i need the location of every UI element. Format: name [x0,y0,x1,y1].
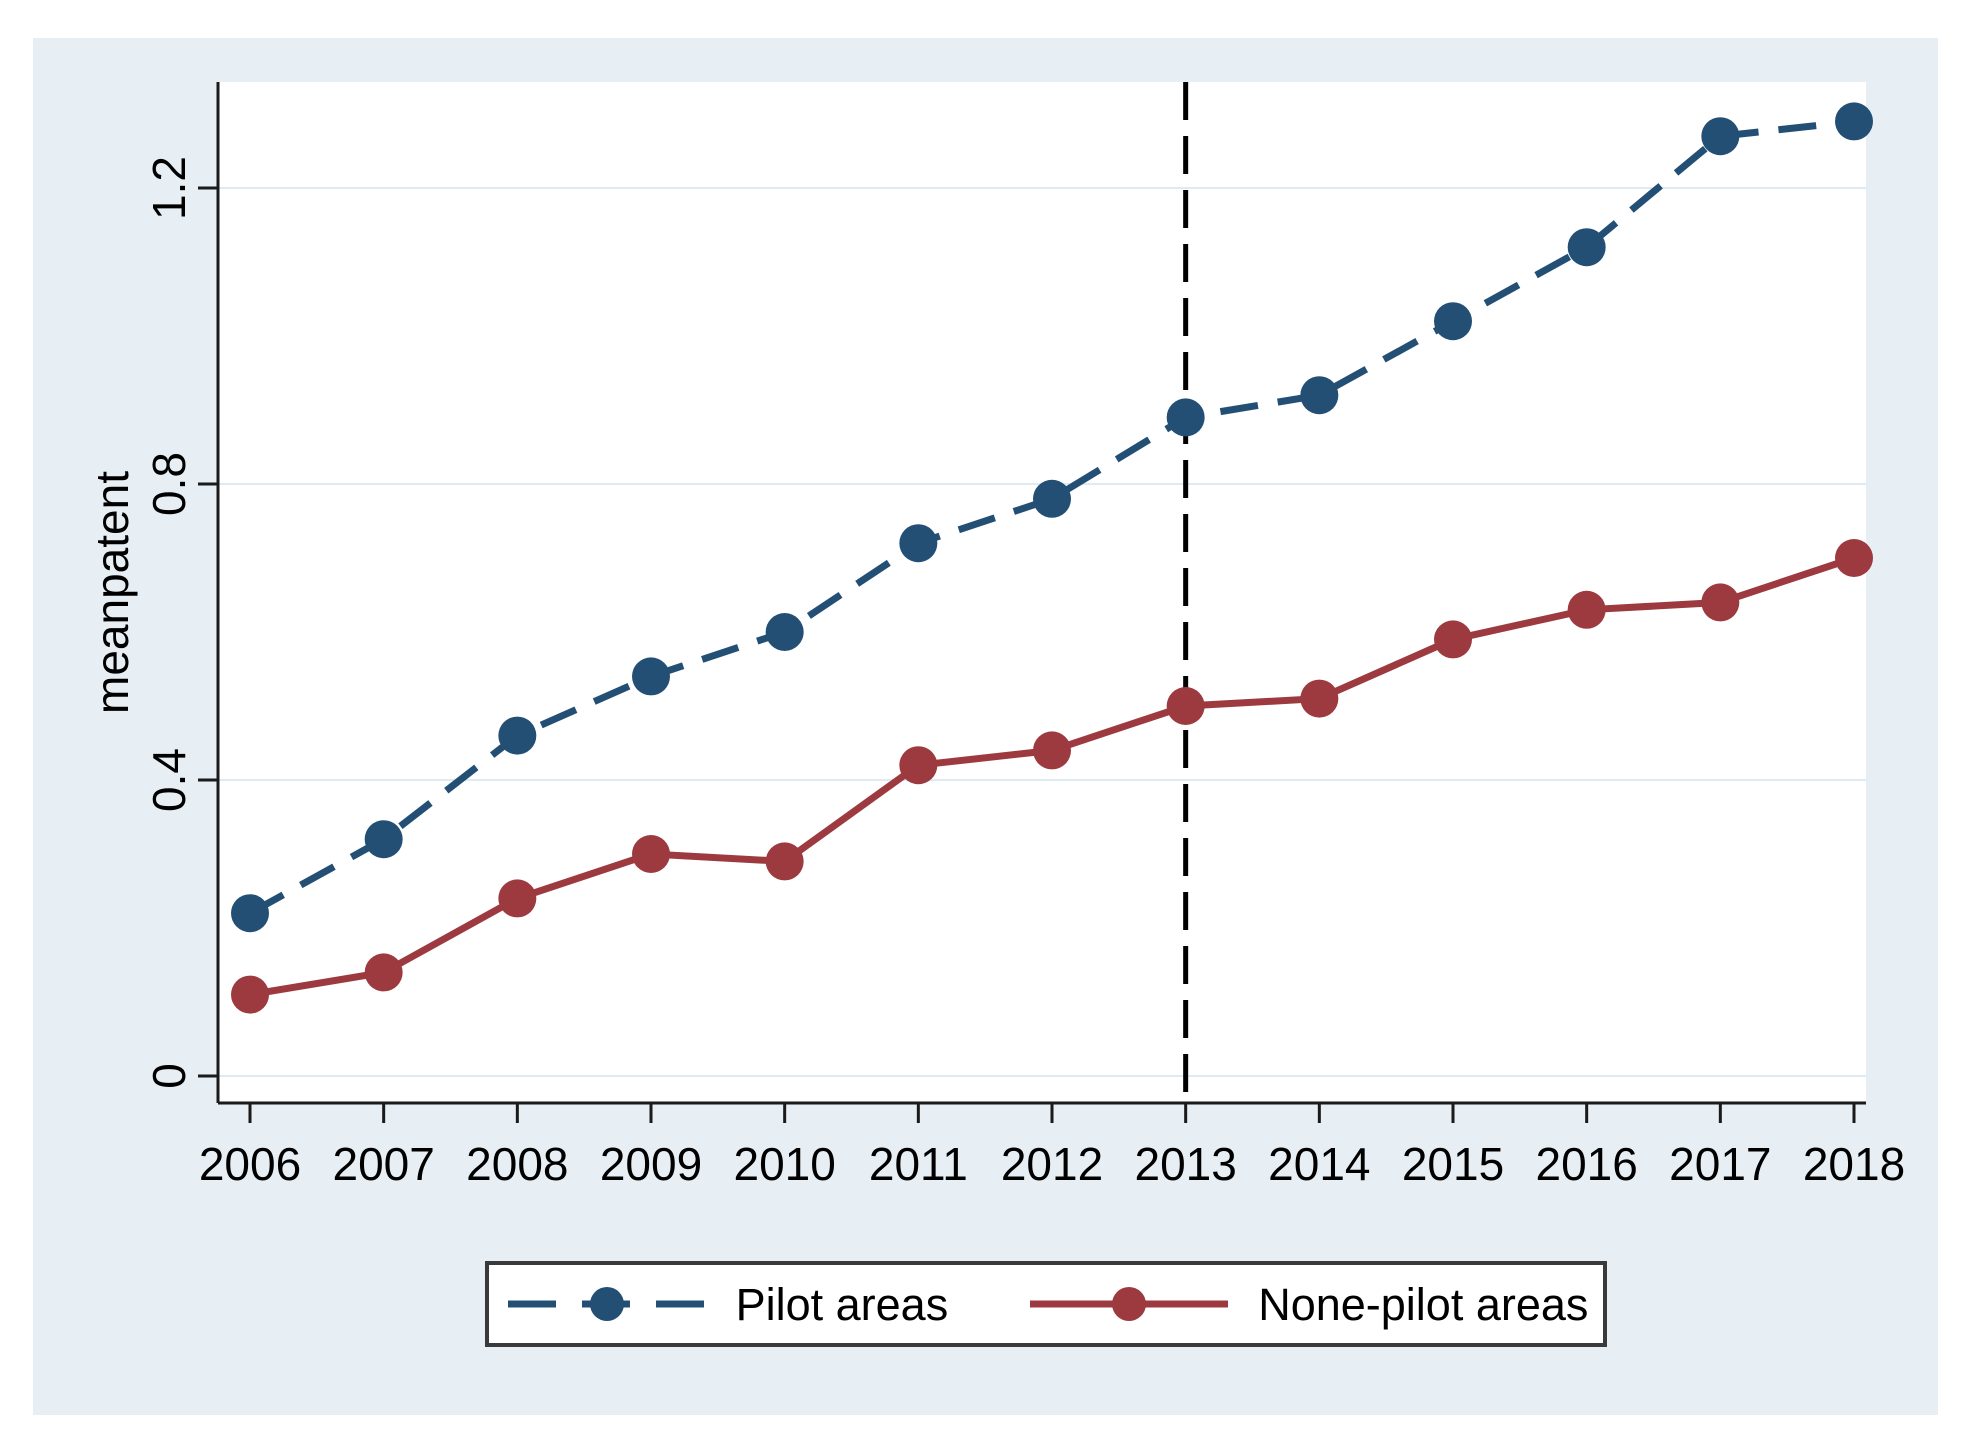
data-point [231,975,269,1014]
x-tick-label: 2009 [600,1138,702,1190]
legend-label-none-pilot: None-pilot areas [1258,1278,1589,1330]
data-point [1300,376,1339,415]
data-point [1300,679,1339,718]
x-tick-label: 2018 [1803,1138,1905,1190]
data-point [765,613,804,651]
y-tick-label: 1.2 [143,156,195,220]
legend-item-pilot: Pilot areas [504,1278,949,1330]
data-point [1835,539,1874,577]
data-point [364,820,403,859]
data-point [231,894,269,933]
data-point [1033,731,1072,770]
y-tick-label: 0.4 [143,748,195,812]
x-tick-label: 2007 [332,1138,434,1190]
none-pilot-series-swatch [1030,1287,1229,1321]
plot-area [218,82,1866,1103]
data-point [498,879,537,918]
x-tick-label: 2013 [1134,1138,1236,1190]
data-point [1835,102,1874,141]
data-point [1166,398,1205,437]
x-tick-label: 2008 [466,1138,568,1190]
x-tick-label: 2012 [1001,1138,1103,1190]
x-tick-label: 2017 [1669,1138,1771,1190]
x-tick-label: 2016 [1535,1138,1637,1190]
y-tick-label: 0 [143,1063,195,1089]
data-point [1701,583,1740,622]
x-tick-label: 2010 [733,1138,835,1190]
x-tick-label: 2015 [1402,1138,1504,1190]
data-point [1567,228,1606,267]
legend-label-pilot: Pilot areas [735,1278,949,1330]
data-point [364,953,403,992]
data-point [498,716,537,755]
data-point [1434,620,1473,659]
x-tick-label: 2014 [1268,1138,1370,1190]
data-point [765,842,804,881]
y-axis-title: meanpatent [86,471,138,714]
legend: Pilot areas None-pilot areas [485,1261,1607,1347]
data-point [1434,302,1473,341]
data-point [1701,117,1740,156]
data-point [899,746,938,785]
data-point [899,524,938,563]
x-tick-label: 2011 [869,1138,968,1190]
data-point [632,657,671,696]
legend-item-none-pilot: None-pilot areas [1026,1282,1588,1327]
data-point [1567,590,1606,629]
data-point [1033,479,1072,518]
x-tick-label: 2006 [199,1138,301,1190]
data-point [632,835,671,873]
data-point [1166,687,1205,725]
pilot-series-swatch [507,1287,706,1321]
y-tick-label: 0.8 [143,452,195,516]
